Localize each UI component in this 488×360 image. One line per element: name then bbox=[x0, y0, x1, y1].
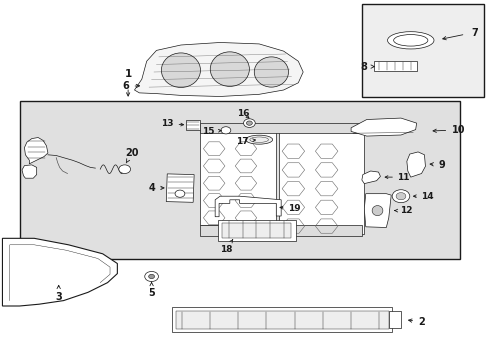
Polygon shape bbox=[406, 152, 425, 177]
Text: 18: 18 bbox=[219, 240, 232, 254]
Text: 3: 3 bbox=[55, 285, 62, 302]
Text: 16: 16 bbox=[237, 109, 249, 118]
Circle shape bbox=[175, 190, 184, 197]
Text: 8: 8 bbox=[360, 62, 373, 72]
Circle shape bbox=[221, 127, 230, 134]
Text: 1: 1 bbox=[124, 69, 131, 79]
Bar bbox=[20, 101, 459, 259]
Text: 20: 20 bbox=[125, 148, 139, 163]
Bar bbox=[361, 4, 483, 97]
Circle shape bbox=[246, 121, 252, 125]
Ellipse shape bbox=[393, 35, 427, 46]
Ellipse shape bbox=[245, 135, 272, 144]
Circle shape bbox=[119, 165, 130, 174]
Text: 17: 17 bbox=[235, 136, 255, 145]
Bar bbox=[200, 225, 361, 236]
Polygon shape bbox=[24, 138, 48, 164]
Bar bbox=[278, 130, 364, 234]
Text: 10: 10 bbox=[451, 125, 465, 135]
Bar bbox=[217, 220, 295, 241]
Bar bbox=[172, 307, 391, 332]
Bar bbox=[200, 123, 361, 133]
Text: 15: 15 bbox=[201, 127, 221, 136]
Circle shape bbox=[243, 119, 255, 127]
Text: 19: 19 bbox=[280, 204, 301, 213]
Text: 13: 13 bbox=[161, 120, 183, 129]
Polygon shape bbox=[215, 196, 281, 217]
Text: 5: 5 bbox=[148, 282, 155, 298]
Ellipse shape bbox=[161, 53, 200, 87]
Circle shape bbox=[144, 271, 158, 282]
Text: 12: 12 bbox=[399, 206, 412, 215]
Ellipse shape bbox=[371, 206, 382, 216]
Circle shape bbox=[391, 190, 409, 203]
Bar bbox=[388, 311, 400, 328]
Ellipse shape bbox=[210, 52, 249, 86]
Text: 2: 2 bbox=[408, 317, 424, 327]
Bar bbox=[176, 311, 388, 329]
Bar bbox=[222, 223, 290, 238]
Bar bbox=[373, 61, 416, 71]
Polygon shape bbox=[166, 174, 194, 202]
Text: 9: 9 bbox=[429, 160, 444, 170]
Polygon shape bbox=[361, 171, 380, 184]
Text: 14: 14 bbox=[413, 192, 433, 201]
Bar bbox=[185, 120, 200, 130]
Text: 7: 7 bbox=[470, 28, 477, 38]
Text: 11: 11 bbox=[396, 173, 409, 181]
Ellipse shape bbox=[386, 32, 433, 49]
Circle shape bbox=[395, 193, 405, 200]
Polygon shape bbox=[22, 165, 37, 178]
Circle shape bbox=[148, 274, 154, 279]
Polygon shape bbox=[364, 194, 390, 228]
Ellipse shape bbox=[254, 57, 288, 87]
Polygon shape bbox=[134, 42, 303, 96]
Bar bbox=[200, 130, 276, 225]
Polygon shape bbox=[350, 118, 416, 136]
Polygon shape bbox=[2, 238, 117, 306]
Text: 4: 4 bbox=[148, 183, 163, 193]
Text: 6: 6 bbox=[122, 81, 139, 91]
